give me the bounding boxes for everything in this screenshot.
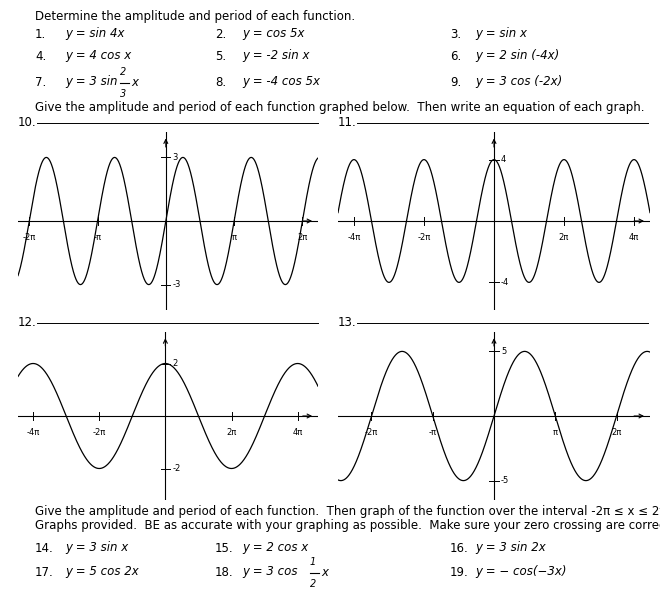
Text: 2π: 2π bbox=[297, 233, 308, 242]
Text: -π: -π bbox=[94, 233, 102, 242]
Text: y = 3 cos: y = 3 cos bbox=[242, 565, 301, 578]
Text: 10.: 10. bbox=[18, 116, 36, 130]
Text: x: x bbox=[131, 76, 138, 88]
Text: 4.: 4. bbox=[35, 49, 46, 62]
Text: π: π bbox=[553, 428, 558, 437]
Text: x: x bbox=[321, 565, 328, 578]
Text: y = 5 cos 2x: y = 5 cos 2x bbox=[65, 565, 139, 578]
Text: 2π: 2π bbox=[226, 428, 237, 437]
Text: -2π: -2π bbox=[417, 233, 430, 242]
Text: y = -2 sin x: y = -2 sin x bbox=[242, 49, 310, 62]
Text: 12.: 12. bbox=[18, 317, 37, 329]
Text: 3.: 3. bbox=[450, 28, 461, 40]
Text: π: π bbox=[232, 233, 237, 242]
Text: 13.: 13. bbox=[338, 317, 356, 329]
Text: -5: -5 bbox=[501, 476, 510, 485]
Text: 8.: 8. bbox=[215, 76, 226, 88]
Text: 11.: 11. bbox=[338, 116, 357, 130]
Text: -2: -2 bbox=[172, 464, 180, 473]
Text: Give the amplitude and period of each function.  Then graph of the function over: Give the amplitude and period of each fu… bbox=[35, 505, 660, 518]
Text: y = 3 cos (-2x): y = 3 cos (-2x) bbox=[475, 76, 562, 88]
Text: 2: 2 bbox=[310, 579, 316, 589]
Text: 5.: 5. bbox=[215, 49, 226, 62]
Text: 3: 3 bbox=[120, 89, 126, 99]
Text: 17.: 17. bbox=[35, 565, 53, 578]
Text: y = sin x: y = sin x bbox=[475, 28, 527, 40]
Text: y = 3 sin 2x: y = 3 sin 2x bbox=[475, 541, 546, 554]
Text: Graphs provided.  BE as accurate with your graphing as possible.  Make sure your: Graphs provided. BE as accurate with you… bbox=[35, 520, 660, 533]
Text: 1.: 1. bbox=[35, 28, 46, 40]
Text: -2π: -2π bbox=[365, 428, 378, 437]
Text: 4π: 4π bbox=[292, 428, 303, 437]
Text: y = 3 sin x: y = 3 sin x bbox=[65, 541, 128, 554]
Text: 9.: 9. bbox=[450, 76, 461, 88]
Text: y = 3 sin: y = 3 sin bbox=[65, 76, 121, 88]
Text: -3: -3 bbox=[172, 280, 181, 289]
Text: -π: -π bbox=[429, 428, 437, 437]
Text: 2π: 2π bbox=[611, 428, 622, 437]
Text: -2π: -2π bbox=[22, 233, 36, 242]
Text: y = 2 cos x: y = 2 cos x bbox=[242, 541, 308, 554]
Text: -2π: -2π bbox=[92, 428, 106, 437]
Text: 19.: 19. bbox=[450, 565, 469, 578]
Text: y = − cos(−3x): y = − cos(−3x) bbox=[475, 565, 566, 578]
Text: -4π: -4π bbox=[347, 233, 360, 242]
Text: 15.: 15. bbox=[215, 541, 234, 554]
Text: y = 4 cos x: y = 4 cos x bbox=[65, 49, 131, 62]
Text: 4π: 4π bbox=[629, 233, 639, 242]
Text: 2.: 2. bbox=[215, 28, 226, 40]
Text: 2: 2 bbox=[172, 359, 178, 368]
Text: 5: 5 bbox=[501, 347, 506, 356]
Text: -4π: -4π bbox=[26, 428, 40, 437]
Text: y = sin 4x: y = sin 4x bbox=[65, 28, 125, 40]
Text: y = 2 sin (-4x): y = 2 sin (-4x) bbox=[475, 49, 559, 62]
Text: 16.: 16. bbox=[450, 541, 469, 554]
Text: 4: 4 bbox=[501, 155, 506, 164]
Text: -4: -4 bbox=[501, 278, 510, 287]
Text: 14.: 14. bbox=[35, 541, 53, 554]
Text: 18.: 18. bbox=[215, 565, 234, 578]
Text: y = cos 5x: y = cos 5x bbox=[242, 28, 304, 40]
Text: 2: 2 bbox=[120, 67, 126, 77]
Text: Give the amplitude and period of each function graphed below.  Then write an equ: Give the amplitude and period of each fu… bbox=[35, 100, 645, 113]
Text: 7.: 7. bbox=[35, 76, 46, 88]
Text: 1: 1 bbox=[310, 557, 316, 567]
Text: 6.: 6. bbox=[450, 49, 461, 62]
Text: 2π: 2π bbox=[559, 233, 569, 242]
Text: 3: 3 bbox=[172, 153, 178, 162]
Text: Determine the amplitude and period of each function.: Determine the amplitude and period of ea… bbox=[35, 10, 355, 23]
Text: y = -4 cos 5x: y = -4 cos 5x bbox=[242, 76, 320, 88]
